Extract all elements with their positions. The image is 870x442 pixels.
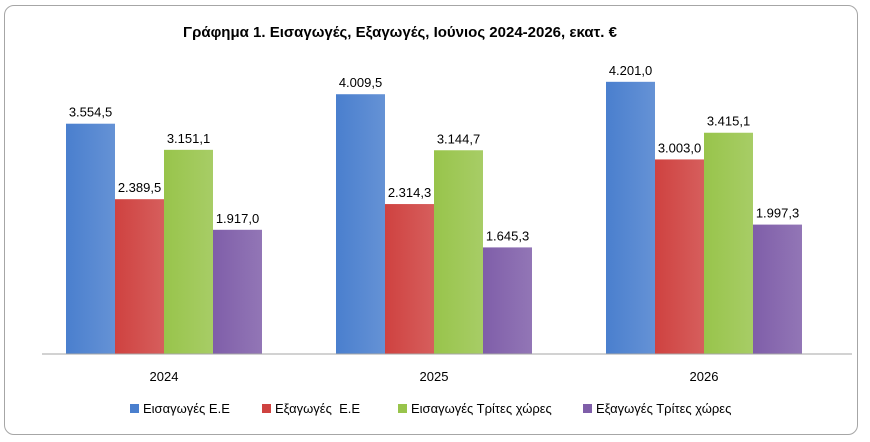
bar-2025-series-1 bbox=[336, 94, 385, 355]
bar-2025-series-3 bbox=[434, 150, 483, 354]
legend-label-4: Εξαγωγές Τρίτες χώρες bbox=[596, 401, 731, 416]
data-label-2025-series-3: 3.144,7 bbox=[437, 131, 480, 146]
x-tick-2025: 2025 bbox=[420, 369, 449, 384]
x-ticks-group: 2024 2025 2026 bbox=[150, 369, 719, 384]
data-label-2024-series-3: 3.151,1 bbox=[167, 131, 210, 146]
legend-swatch-4 bbox=[583, 404, 592, 413]
legend-swatch-3 bbox=[398, 404, 407, 413]
x-tick-2026: 2026 bbox=[690, 369, 719, 384]
legend-label-1: Εισαγωγές Ε.Ε bbox=[143, 401, 230, 416]
chart-title: Γράφημα 1. Εισαγωγές, Εξαγωγές, Ιούνιος … bbox=[183, 24, 618, 41]
bar-2026-series-3 bbox=[704, 132, 753, 354]
bar-2025-series-4 bbox=[483, 247, 532, 354]
data-label-2024-series-4: 1.917,0 bbox=[216, 211, 259, 226]
data-label-2026-series-2: 3.003,0 bbox=[658, 140, 701, 155]
data-label-2026-series-3: 3.415,1 bbox=[707, 114, 750, 129]
data-label-2025-series-1: 4.009,5 bbox=[339, 75, 382, 90]
data-label-2026-series-1: 4.201,0 bbox=[609, 63, 652, 78]
x-tick-2024: 2024 bbox=[150, 369, 179, 384]
bar-2026-series-4 bbox=[753, 224, 802, 354]
legend-swatch-1 bbox=[130, 404, 139, 413]
legend-label-3: Εισαγωγές Τρίτες χώρες bbox=[411, 401, 552, 416]
data-label-2025-series-4: 1.645,3 bbox=[486, 228, 529, 243]
bar-2024-series-1 bbox=[66, 123, 115, 354]
bar-2024-series-3 bbox=[164, 149, 213, 354]
bar-2024-series-4 bbox=[213, 229, 262, 354]
data-label-2026-series-4: 1.997,3 bbox=[756, 206, 799, 221]
bars-group: 3.554,5 2.389,5 3.151,1 1.917,0 4.009,5 2.314… bbox=[66, 63, 802, 355]
legend-swatch-2 bbox=[262, 404, 271, 413]
legend: Εισαγωγές Ε.Ε Εξαγωγές Ε.Ε Εισαγωγές Τρίτε… bbox=[130, 401, 731, 416]
legend-label-2: Εξαγωγές Ε.Ε bbox=[275, 401, 360, 416]
bar-2025-series-2 bbox=[385, 204, 434, 354]
data-label-2024-series-2: 2.389,5 bbox=[118, 180, 161, 195]
bar-2026-series-1 bbox=[606, 81, 655, 355]
data-label-2024-series-1: 3.554,5 bbox=[69, 105, 112, 120]
data-label-2025-series-2: 2.314,3 bbox=[388, 185, 431, 200]
bar-2024-series-2 bbox=[115, 199, 164, 354]
bar-2026-series-2 bbox=[655, 159, 704, 354]
